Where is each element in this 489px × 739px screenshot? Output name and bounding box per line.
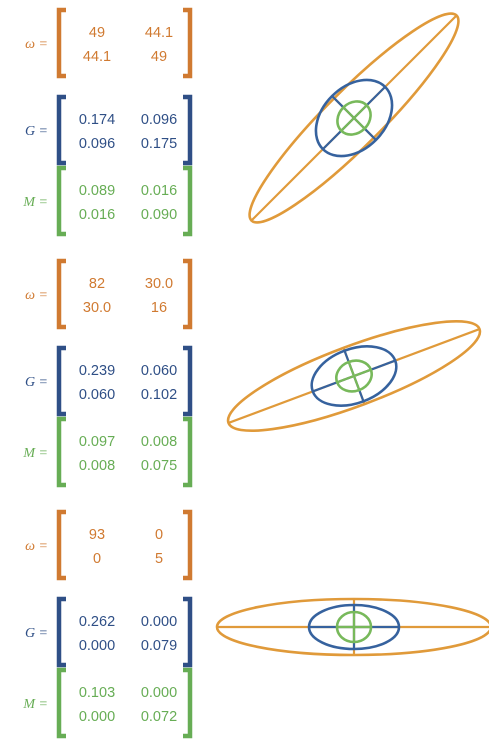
M-minor-axis [342, 106, 366, 130]
omega-left-bracket [56, 509, 66, 581]
G-entry-2-2: 0.102 [141, 387, 177, 403]
omega-entry-2-1: 44.1 [83, 49, 111, 65]
M-entry-2-1: 0.016 [79, 207, 115, 223]
matrix-group-2: ω = 82 30.0 30.0 16 G = 0.239 0.060 0.060 0.102 M … [22, 258, 193, 488]
omega-label: ω = [25, 539, 48, 554]
omega-left-bracket [56, 7, 66, 79]
omega-entry-1-1: 49 [89, 25, 105, 41]
omega-entry-2-2: 5 [155, 551, 163, 567]
G-ellipse [314, 78, 394, 158]
omega-entry-2-2: 49 [151, 49, 167, 65]
M-entry-2-2: 0.075 [141, 458, 177, 474]
G-label: G = [25, 124, 48, 139]
M-entry-2-1: 0.008 [79, 458, 115, 474]
M-entry-1-1: 0.097 [79, 434, 115, 450]
M-entry-2-2: 0.090 [141, 207, 177, 223]
omega-label: ω = [25, 37, 48, 52]
omega-entry-2-1: 30.0 [83, 300, 111, 316]
G-entry-1-1: 0.262 [79, 614, 115, 630]
omega-right-bracket [183, 509, 193, 581]
G-entry-1-1: 0.174 [79, 112, 115, 128]
G-entry-1-2: 0.096 [141, 112, 177, 128]
omega-right-bracket [183, 7, 193, 79]
M-right-bracket [183, 165, 193, 237]
M-right-bracket [183, 416, 193, 488]
M-left-bracket [56, 416, 66, 488]
M-entry-2-1: 0.000 [79, 709, 115, 725]
matrix-group-1: ω = 49 44.1 44.1 49 G = 0.174 0.096 0.096 0.175 M … [22, 7, 193, 237]
G-left-bracket [56, 345, 66, 417]
M-entry-1-1: 0.103 [79, 685, 115, 701]
G-label: G = [25, 375, 48, 390]
omega-right-bracket [183, 258, 193, 330]
G-entry-1-1: 0.239 [79, 363, 115, 379]
omega-left-bracket [56, 258, 66, 330]
omega-entry-1-2: 0 [155, 527, 163, 543]
omega-entry-1-2: 44.1 [145, 25, 173, 41]
G-right-bracket [183, 345, 193, 417]
G-entry-1-2: 0.000 [141, 614, 177, 630]
omega-entry-1-1: 82 [89, 276, 105, 292]
matrix-group-3: ω = 93 0 0 5 G = 0.262 0.000 0.000 0.079 M = 0.103 0… [22, 509, 193, 739]
M-label: M = [22, 195, 48, 210]
omega-entry-1-1: 93 [89, 527, 105, 543]
M-label: M = [22, 446, 48, 461]
M-minor-axis [347, 361, 361, 391]
M-label: M = [22, 697, 48, 712]
M-entry-1-2: 0.008 [141, 434, 177, 450]
ellipse-diagram-2 [226, 320, 482, 432]
G-left-bracket [56, 596, 66, 668]
M-entry-1-2: 0.000 [141, 685, 177, 701]
G-right-bracket [183, 596, 193, 668]
G-entry-2-1: 0.060 [79, 387, 115, 403]
G-entry-2-1: 0.096 [79, 136, 115, 152]
M-left-bracket [56, 165, 66, 237]
M-right-bracket [183, 667, 193, 739]
omega-entry-1-2: 30.0 [145, 276, 173, 292]
G-entry-1-2: 0.060 [141, 363, 177, 379]
G-entry-2-1: 0.000 [79, 638, 115, 654]
M-entry-2-2: 0.072 [141, 709, 177, 725]
M-entry-1-2: 0.016 [141, 183, 177, 199]
ellipse-diagram-3 [215, 597, 489, 657]
G-entry-2-2: 0.079 [141, 638, 177, 654]
G-label: G = [25, 626, 48, 641]
omega-label: ω = [25, 288, 48, 303]
G-right-bracket [183, 94, 193, 166]
G-left-bracket [56, 94, 66, 166]
omega-entry-2-2: 16 [151, 300, 167, 316]
M-entry-1-1: 0.089 [79, 183, 115, 199]
M-left-bracket [56, 667, 66, 739]
omega-entry-2-1: 0 [93, 551, 101, 567]
ellipse-diagram-1 [248, 12, 460, 224]
G-entry-2-2: 0.175 [141, 136, 177, 152]
